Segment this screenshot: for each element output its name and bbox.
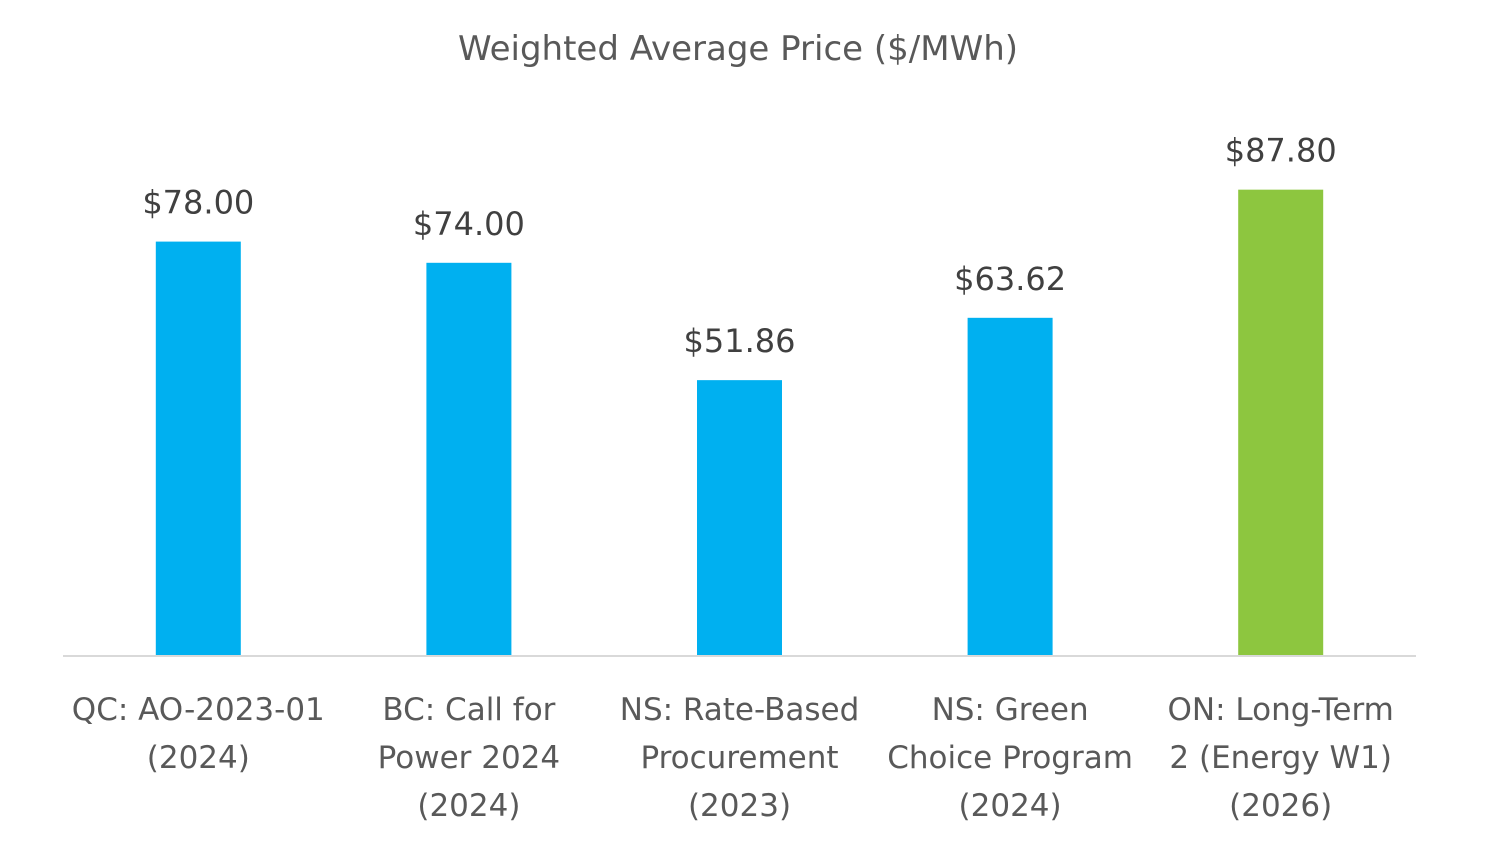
category-label-2-line-2: Power 2024	[378, 740, 560, 776]
bar-5	[1238, 189, 1324, 655]
category-label-3-line-1: NS: Rate-Based	[620, 692, 860, 728]
data-label-4: $63.62	[954, 260, 1066, 298]
category-label-2-line-1: BC: Call for	[382, 692, 555, 728]
data-label-3: $51.86	[684, 322, 796, 360]
data-labels-group: $78.00 $74.00 $51.86 $63.62 $87.80	[142, 132, 1336, 360]
data-label-1: $78.00	[142, 184, 254, 222]
data-label-2: $74.00	[413, 205, 525, 243]
data-label-5: $87.80	[1225, 132, 1337, 170]
category-label-1-line-1: QC: AO-2023-01	[72, 692, 325, 728]
bar-4	[967, 317, 1053, 655]
category-label-3-line-2: Procurement	[640, 740, 838, 776]
category-label-3-line-3: (2023)	[688, 788, 791, 824]
chart-title: Weighted Average Price ($/MWh)	[458, 29, 1018, 69]
bars-group	[155, 189, 1324, 655]
category-label-5-line-3: (2026)	[1229, 788, 1332, 824]
category-label-4-line-3: (2024)	[959, 788, 1062, 824]
category-label-5-line-2: 2 (Energy W1)	[1169, 740, 1392, 776]
category-label-2-line-3: (2024)	[417, 788, 520, 824]
category-labels-group: QC: AO-2023-01 (2024) BC: Call for Power 20…	[72, 692, 1394, 824]
category-label-1-line-2: (2024)	[147, 740, 250, 776]
category-label-4-line-1: NS: Green	[932, 692, 1089, 728]
bar-1	[155, 241, 241, 655]
category-label-4-line-2: Choice Program	[887, 740, 1133, 776]
category-label-5-line-1: ON: Long-Term	[1168, 692, 1394, 728]
bar-2	[426, 262, 512, 655]
bar-3	[697, 380, 782, 655]
